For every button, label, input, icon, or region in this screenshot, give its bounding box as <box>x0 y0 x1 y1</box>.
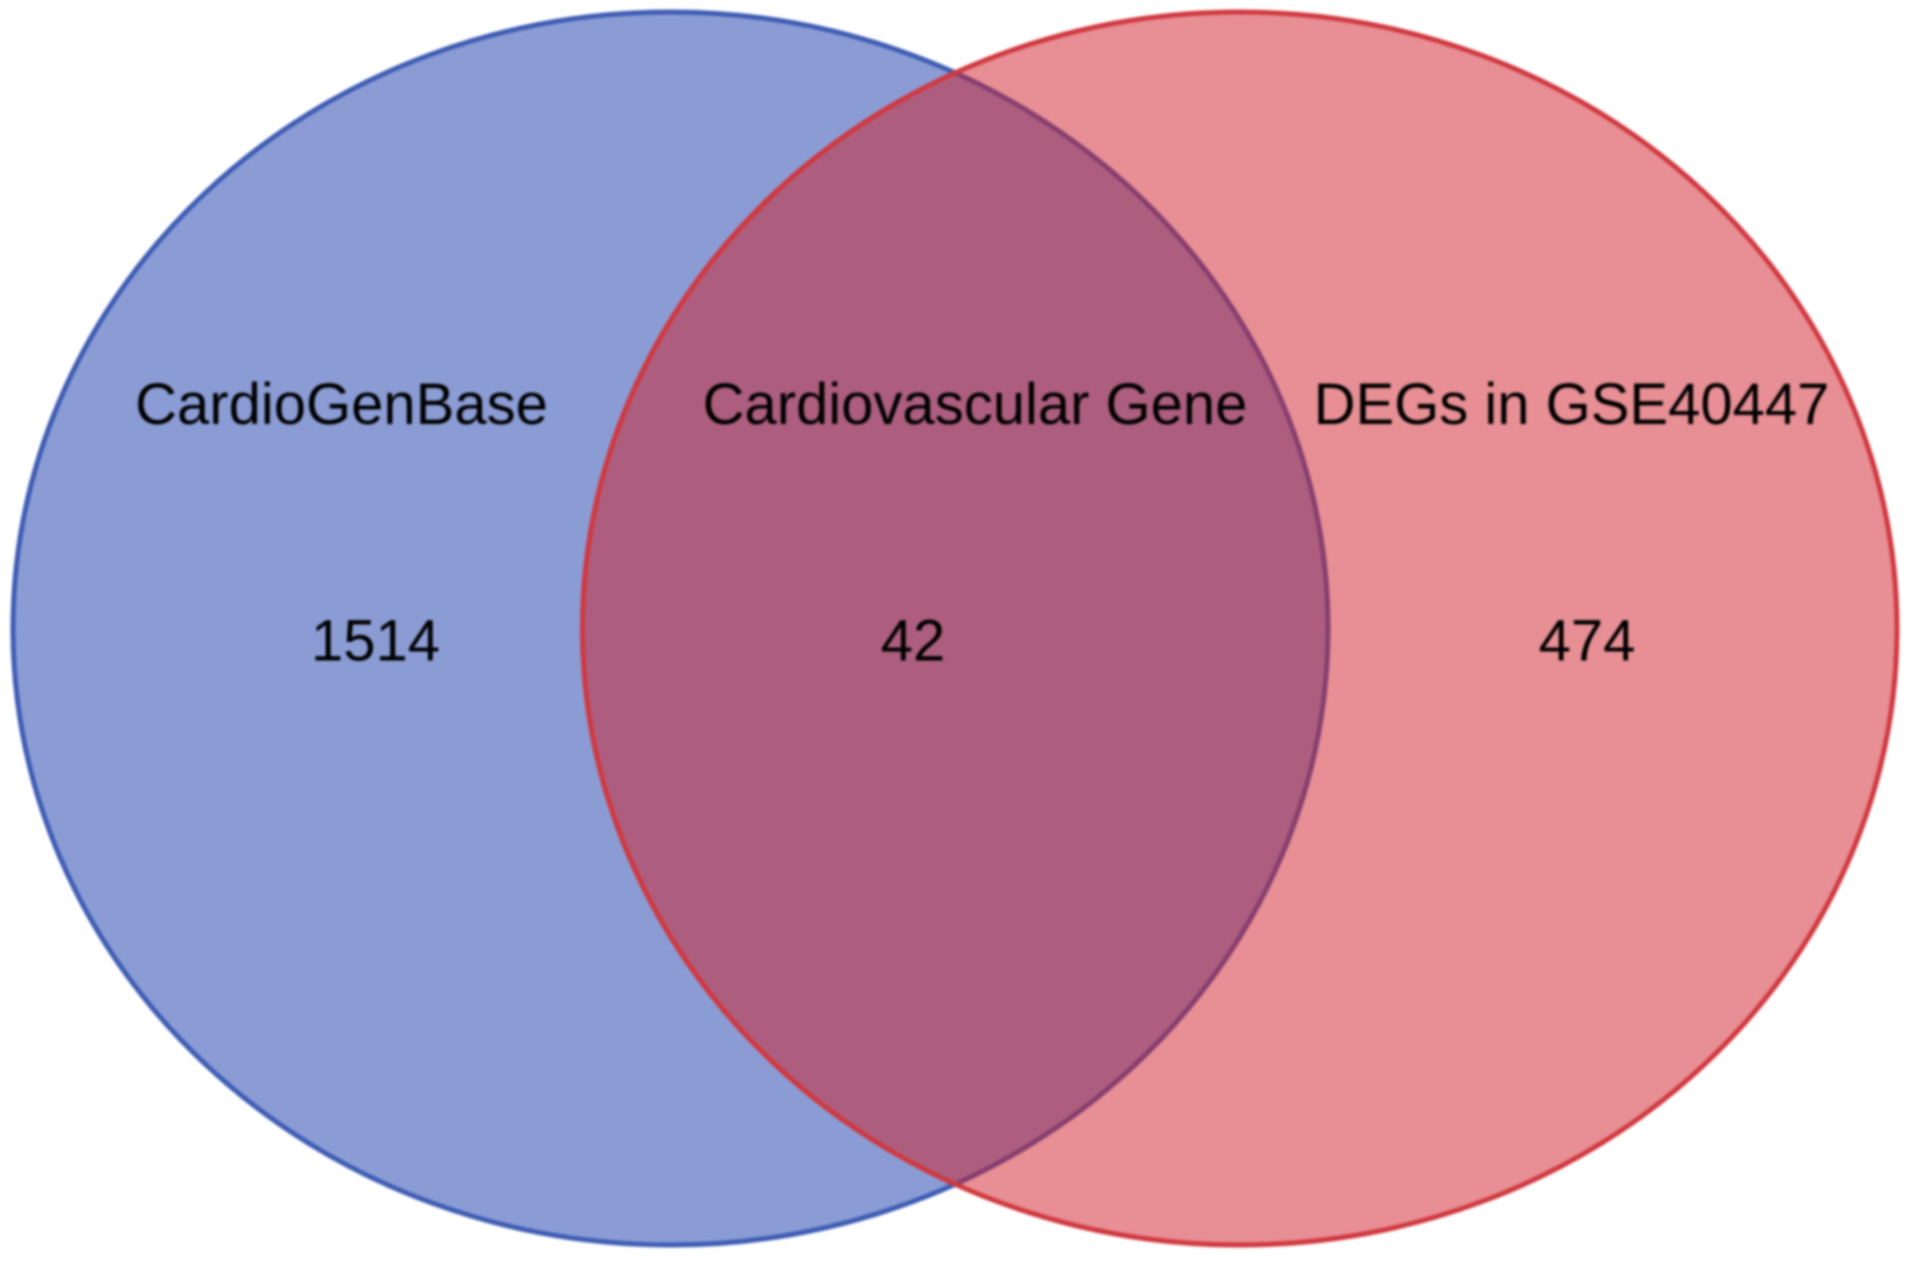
svg-text:Cardiovascular Gene: Cardiovascular Gene <box>703 372 1248 437</box>
svg-text:DEGs in GSE40447: DEGs in GSE40447 <box>1314 372 1830 437</box>
svg-text:42: 42 <box>881 609 946 674</box>
svg-text:474: 474 <box>1539 609 1636 674</box>
svg-text:1514: 1514 <box>311 609 440 674</box>
svg-text:CardioGenBase: CardioGenBase <box>135 372 548 437</box>
